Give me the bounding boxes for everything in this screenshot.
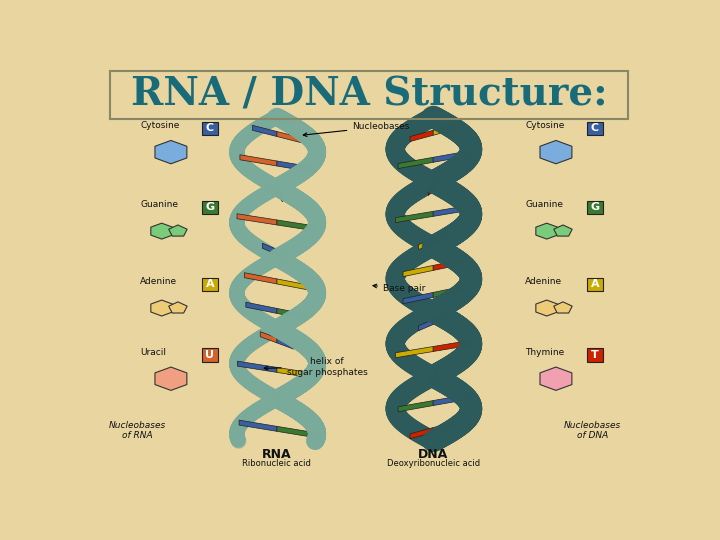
- FancyBboxPatch shape: [202, 122, 218, 135]
- Polygon shape: [540, 367, 572, 390]
- Text: C: C: [206, 124, 214, 133]
- Text: RNA / DNA Structure:: RNA / DNA Structure:: [131, 76, 607, 114]
- Polygon shape: [277, 367, 317, 379]
- Polygon shape: [428, 184, 433, 195]
- Polygon shape: [554, 302, 572, 313]
- Polygon shape: [433, 340, 471, 352]
- Text: G: G: [205, 202, 215, 212]
- Polygon shape: [410, 130, 433, 141]
- Polygon shape: [277, 132, 302, 143]
- FancyBboxPatch shape: [202, 278, 218, 291]
- Text: G: G: [590, 202, 600, 212]
- Text: Adenine: Adenine: [526, 278, 562, 286]
- FancyBboxPatch shape: [587, 122, 603, 135]
- FancyBboxPatch shape: [202, 201, 218, 214]
- Polygon shape: [277, 191, 283, 202]
- Polygon shape: [274, 390, 277, 402]
- Polygon shape: [428, 374, 433, 385]
- Text: Deoxyribonucleic acid: Deoxyribonucleic acid: [387, 460, 480, 469]
- Text: DNA: DNA: [418, 448, 449, 461]
- Polygon shape: [246, 302, 277, 313]
- Polygon shape: [418, 238, 433, 249]
- Polygon shape: [395, 211, 433, 222]
- Text: C: C: [591, 124, 599, 133]
- Polygon shape: [433, 313, 448, 325]
- Polygon shape: [262, 243, 277, 254]
- Polygon shape: [168, 225, 187, 236]
- Polygon shape: [410, 428, 433, 439]
- Polygon shape: [260, 332, 277, 343]
- Polygon shape: [433, 367, 438, 379]
- Polygon shape: [238, 361, 277, 373]
- Polygon shape: [277, 161, 314, 172]
- Polygon shape: [277, 338, 294, 349]
- Polygon shape: [540, 140, 572, 164]
- Text: Cytosine: Cytosine: [526, 122, 564, 131]
- Polygon shape: [244, 273, 277, 284]
- Text: Base pair: Base pair: [373, 284, 426, 293]
- Text: Guanine: Guanine: [526, 200, 563, 210]
- Polygon shape: [433, 124, 456, 136]
- Text: Nucleobases
of DNA: Nucleobases of DNA: [564, 421, 621, 441]
- Text: A: A: [206, 279, 215, 289]
- Polygon shape: [237, 214, 277, 225]
- Text: Ribonucleic acid: Ribonucleic acid: [243, 460, 311, 469]
- Text: U: U: [205, 350, 215, 360]
- Polygon shape: [277, 397, 280, 408]
- Polygon shape: [433, 151, 468, 163]
- Text: Uracil: Uracil: [140, 348, 166, 357]
- Text: Adenine: Adenine: [140, 278, 177, 286]
- Polygon shape: [155, 140, 187, 164]
- Polygon shape: [433, 394, 468, 406]
- Polygon shape: [239, 420, 277, 431]
- Polygon shape: [433, 232, 448, 244]
- FancyBboxPatch shape: [587, 278, 603, 291]
- Text: Guanine: Guanine: [140, 200, 179, 210]
- Text: Nucleobases: Nucleobases: [303, 122, 410, 137]
- Polygon shape: [253, 125, 277, 137]
- Polygon shape: [554, 225, 572, 236]
- Polygon shape: [150, 300, 173, 316]
- Polygon shape: [277, 427, 315, 437]
- Polygon shape: [277, 249, 292, 261]
- Text: A: A: [590, 279, 599, 289]
- FancyBboxPatch shape: [587, 201, 603, 214]
- Polygon shape: [536, 223, 557, 239]
- Text: Cytosine: Cytosine: [140, 122, 179, 131]
- Polygon shape: [277, 308, 308, 320]
- Polygon shape: [433, 205, 471, 217]
- Text: Thymine: Thymine: [526, 348, 564, 357]
- Text: Nucleobases
of RNA: Nucleobases of RNA: [109, 421, 166, 441]
- FancyBboxPatch shape: [202, 348, 218, 362]
- Polygon shape: [403, 293, 433, 303]
- Text: RNA: RNA: [262, 448, 292, 461]
- Polygon shape: [150, 223, 173, 239]
- Text: T: T: [591, 350, 599, 360]
- Polygon shape: [398, 401, 433, 412]
- Polygon shape: [277, 279, 310, 290]
- Polygon shape: [433, 286, 463, 298]
- Polygon shape: [155, 367, 187, 390]
- Polygon shape: [403, 266, 433, 276]
- Polygon shape: [168, 302, 187, 313]
- Polygon shape: [277, 220, 317, 231]
- Polygon shape: [536, 300, 557, 316]
- Polygon shape: [271, 184, 277, 195]
- Polygon shape: [395, 347, 433, 357]
- Text: helix of
sugar phosphates: helix of sugar phosphates: [264, 357, 367, 376]
- Polygon shape: [433, 259, 463, 271]
- Polygon shape: [418, 320, 433, 330]
- Polygon shape: [398, 157, 433, 168]
- Polygon shape: [433, 421, 456, 433]
- Polygon shape: [433, 178, 438, 190]
- FancyBboxPatch shape: [587, 348, 603, 362]
- Polygon shape: [240, 155, 277, 166]
